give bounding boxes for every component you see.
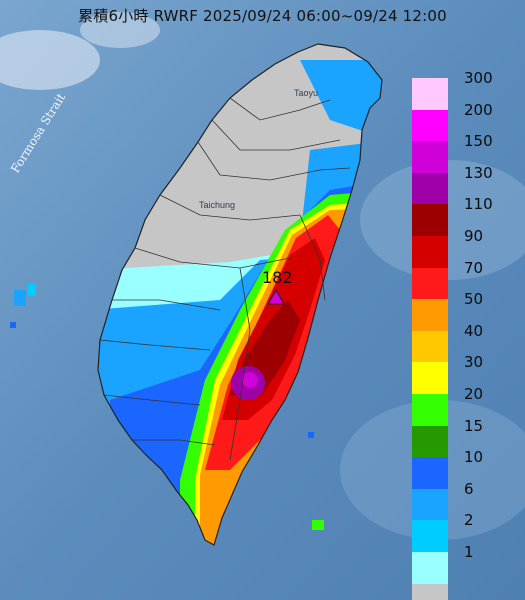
legend-row: 1 (412, 543, 505, 584)
legend-swatch (412, 583, 448, 600)
legend-swatch (412, 299, 448, 331)
legend-swatch (412, 204, 448, 236)
legend-label: 50 (464, 290, 484, 309)
legend-label: 70 (464, 258, 484, 277)
cloud (80, 12, 160, 48)
legend-row (412, 583, 505, 600)
penghu-islands (14, 290, 26, 306)
legend-swatch (412, 425, 448, 458)
place-label-taichung: Taichung (199, 200, 236, 210)
islet (308, 432, 314, 438)
legend-label: 300 (464, 69, 493, 87)
legend-label: 40 (464, 321, 484, 340)
legend-swatch (412, 235, 448, 268)
green-island (312, 520, 324, 530)
legend-swatch (412, 457, 448, 489)
place-label-taoyuan: Taoyu (294, 88, 319, 98)
legend-row: 90 (412, 227, 505, 268)
legend-swatch (412, 488, 448, 521)
legend-label: 130 (464, 163, 493, 182)
legend-label: 200 (464, 100, 493, 119)
legend-row: 40 (412, 322, 505, 363)
rainfall-legend: 300 200 150 130 110 90 70 50 40 30 20 15 10 6 2 1 (412, 69, 505, 600)
legend-swatch (412, 78, 448, 110)
legend-label: 2 (464, 511, 474, 530)
legend-swatch (412, 330, 448, 363)
legend-swatch (412, 109, 448, 142)
legend-row: 200 (412, 101, 505, 142)
legend-label: 110 (464, 195, 493, 214)
legend-swatch (412, 172, 448, 205)
peak-marker-icon (267, 288, 285, 305)
legend-label: 10 (464, 448, 484, 467)
legend-label: 90 (464, 226, 484, 245)
legend-row: 50 (412, 290, 505, 331)
legend-swatch (412, 362, 448, 394)
islet (10, 322, 16, 328)
legend-row: 110 (412, 195, 505, 236)
legend-swatch (412, 393, 448, 426)
legend-label: 6 (464, 479, 474, 498)
legend-row: 6 (412, 480, 505, 521)
legend-swatch (412, 520, 448, 552)
legend-label: 1 (464, 542, 474, 561)
legend-swatch (412, 551, 448, 584)
legend-label: 30 (464, 353, 484, 372)
coastline (97, 43, 383, 546)
legend-row: 130 (412, 164, 505, 205)
legend-row: 15 (412, 417, 505, 458)
legend-row: 150 (412, 132, 505, 173)
legend-row: 2 (412, 511, 505, 552)
legend-label: 20 (464, 384, 484, 403)
legend-label: 150 (464, 132, 493, 151)
legend-swatch (412, 267, 448, 300)
legend-row: 20 (412, 385, 505, 426)
county-boundaries (99, 97, 351, 461)
penghu-islands (28, 284, 36, 296)
legend-row: 70 (412, 259, 505, 300)
legend-label: 15 (464, 416, 484, 435)
legend-swatch (412, 141, 448, 173)
legend-row: 300 (412, 69, 505, 110)
map-title: 累積6小時 RWRF 2025/09/24 06:00~09/24 12:00 (78, 7, 447, 25)
legend-row: 10 (412, 448, 505, 489)
peak-value-label: 182 (262, 268, 293, 287)
cloud (0, 30, 100, 90)
legend-row: 30 (412, 353, 505, 394)
